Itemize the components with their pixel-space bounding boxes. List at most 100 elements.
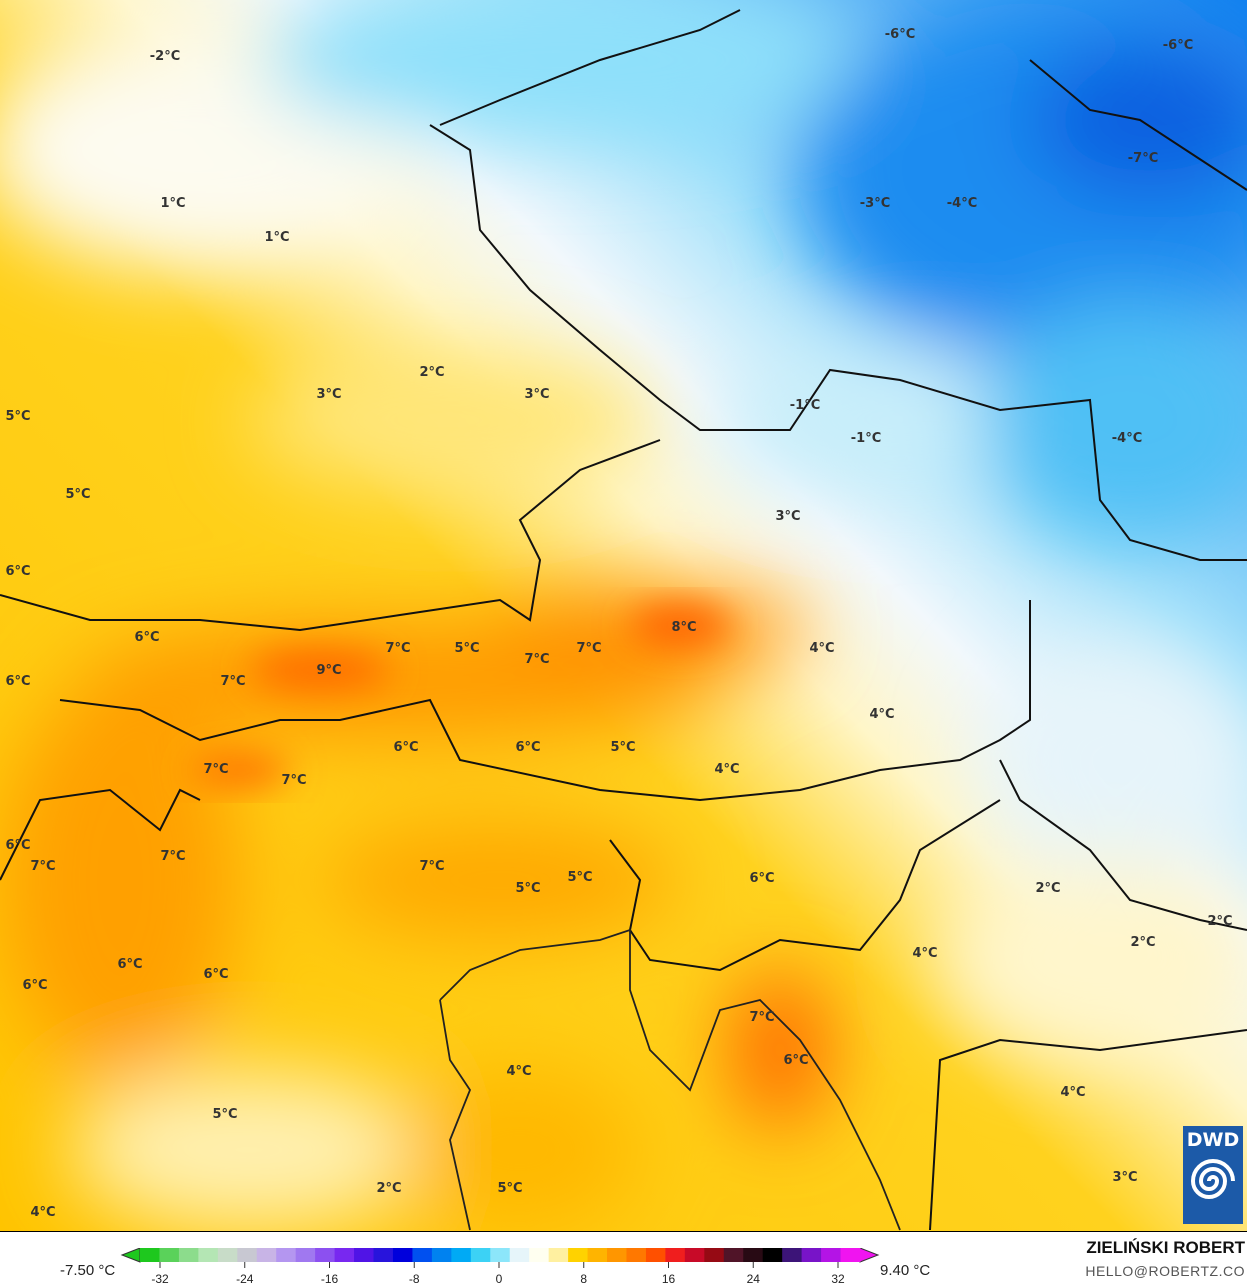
colorbar-max-arrow [859, 1248, 880, 1263]
temperature-label: -4°C [1112, 431, 1142, 446]
colorbar-swatch [529, 1248, 550, 1262]
temperature-label: 7°C [749, 1010, 774, 1025]
temperature-blobs [0, 0, 1247, 1230]
colorbar-swatch [256, 1248, 277, 1262]
map-canvas: -2°C -6°C -6°C -7°C 1°C 1°C -3°C -4°C 2°C 3°C 3°C 5… [0, 0, 1247, 1231]
temperature-label: 6°C [515, 740, 540, 755]
temperature-label: 4°C [30, 1205, 55, 1220]
colorbar-swatch [490, 1248, 511, 1262]
temperature-label: 4°C [1060, 1085, 1085, 1100]
temperature-label: 5°C [497, 1181, 522, 1196]
colorbar-min-arrow [120, 1248, 141, 1263]
temperature-label: 7°C [160, 849, 185, 864]
colorbar-swatch [645, 1248, 666, 1262]
temperature-label: 4°C [869, 707, 894, 722]
temperature-label: 3°C [1112, 1170, 1137, 1185]
colorbar-swatch [723, 1248, 744, 1262]
colorbar: -32 -24 -16 -8 0 8 16 24 32 [120, 1248, 880, 1286]
temperature-label: -3°C [860, 196, 890, 211]
colorbar-swatch [840, 1248, 861, 1262]
temperature-label: 4°C [809, 641, 834, 656]
colorbar-swatch [178, 1248, 199, 1262]
colorbar-swatch [801, 1248, 822, 1262]
colorbar-swatch [762, 1248, 783, 1262]
temperature-label: 6°C [749, 871, 774, 886]
legend-footer: -7.50 °C -32 -24 -16 -8 0 8 16 24 32 9.40 °C ZIE… [0, 1232, 1247, 1287]
colorbar-swatch [607, 1248, 627, 1262]
temperature-label: 2°C [1207, 914, 1232, 929]
temperature-label: 6°C [393, 740, 418, 755]
temperature-label: 8°C [671, 620, 696, 635]
colorbar-swatch [315, 1248, 336, 1262]
colorbar-swatch [140, 1248, 160, 1262]
colorbar-swatch [237, 1248, 258, 1262]
temperature-label: -6°C [885, 27, 915, 42]
temperature-label: -6°C [1163, 38, 1193, 53]
colorbar-swatch [198, 1248, 219, 1262]
colorbar-tick-label: 24 [747, 1272, 761, 1286]
temperature-label: -7°C [1128, 151, 1158, 166]
temperature-label: -1°C [851, 431, 881, 446]
legend-min-label: -7.50 °C [60, 1262, 116, 1279]
colorbar-swatch [354, 1248, 375, 1262]
temperature-label: 5°C [454, 641, 479, 656]
temperature-label: 7°C [220, 674, 245, 689]
author-email[interactable]: HELLO@ROBERTZ.CO [1085, 1263, 1245, 1279]
temperature-label: 5°C [515, 881, 540, 896]
temperature-label: 1°C [264, 230, 289, 245]
temperature-label: 2°C [1035, 881, 1060, 896]
temperature-label: 6°C [203, 967, 228, 982]
colorbar-swatch [568, 1248, 589, 1262]
colorbar-tick-label: 32 [831, 1272, 845, 1286]
colorbar-swatch [821, 1248, 842, 1262]
colorbar-tick-label: -24 [236, 1272, 254, 1286]
colorbar-swatch [295, 1248, 316, 1262]
colorbar-swatch [704, 1248, 725, 1262]
dwd-spiral-icon [1190, 1159, 1235, 1199]
colorbar-tick-label: 8 [580, 1272, 587, 1286]
temperature-label: -4°C [947, 196, 977, 211]
temperature-label: 6°C [5, 674, 30, 689]
country-borders [0, 9, 1247, 1231]
colorbar-tick-label: 16 [662, 1272, 676, 1286]
colorbar-swatch [334, 1248, 355, 1262]
temperature-label: 6°C [22, 978, 47, 993]
temperature-label: 7°C [30, 859, 55, 874]
temperature-label: 4°C [506, 1064, 531, 1079]
colorbar-swatch [626, 1248, 647, 1262]
temperature-label: 7°C [281, 773, 306, 788]
temperature-label: 7°C [576, 641, 601, 656]
temperature-label: 9°C [316, 663, 341, 678]
temperature-label: 3°C [524, 387, 549, 402]
temperature-label: 7°C [203, 762, 228, 777]
colorbar-swatch [276, 1248, 297, 1262]
colorbar-swatch [470, 1248, 491, 1262]
colorbar-swatch [548, 1248, 569, 1262]
colorbar-swatch [587, 1248, 608, 1262]
temperature-label: 7°C [524, 652, 549, 667]
colorbar-tick-label: -32 [151, 1272, 169, 1286]
colorbar-tick-label: 0 [496, 1272, 503, 1286]
temperature-label: 6°C [783, 1053, 808, 1068]
colorbar-swatch [782, 1248, 803, 1262]
coastline [439, 928, 901, 1231]
temperature-label: -2°C [150, 49, 180, 64]
temperature-label: 3°C [775, 509, 800, 524]
colorbar-swatch [373, 1248, 394, 1262]
temperature-label: 6°C [117, 957, 142, 972]
temperature-label: 2°C [1130, 935, 1155, 950]
legend-max-label: 9.40 °C [880, 1262, 931, 1279]
colorbar-swatch [743, 1248, 764, 1262]
temperature-label: 4°C [714, 762, 739, 777]
temperature-map[interactable]: -2°C -6°C -6°C -7°C 1°C 1°C -3°C -4°C 2°C 3°C 3°C 5… [0, 0, 1247, 1232]
colorbar-swatch [684, 1248, 705, 1262]
colorbar-tick-label: -8 [409, 1272, 420, 1286]
colorbar-swatch [451, 1248, 472, 1262]
temperature-label: 5°C [65, 487, 90, 502]
temperature-labels: -2°C -6°C -6°C -7°C 1°C 1°C -3°C -4°C 2°C 3°C 3°C 5… [5, 27, 1232, 1220]
temperature-label: 5°C [212, 1107, 237, 1122]
author-name: ZIELIŃSKI ROBERT [1086, 1238, 1245, 1257]
temperature-label: 5°C [610, 740, 635, 755]
dwd-logo-text: DWD [1186, 1129, 1240, 1151]
temperature-label: 3°C [316, 387, 341, 402]
